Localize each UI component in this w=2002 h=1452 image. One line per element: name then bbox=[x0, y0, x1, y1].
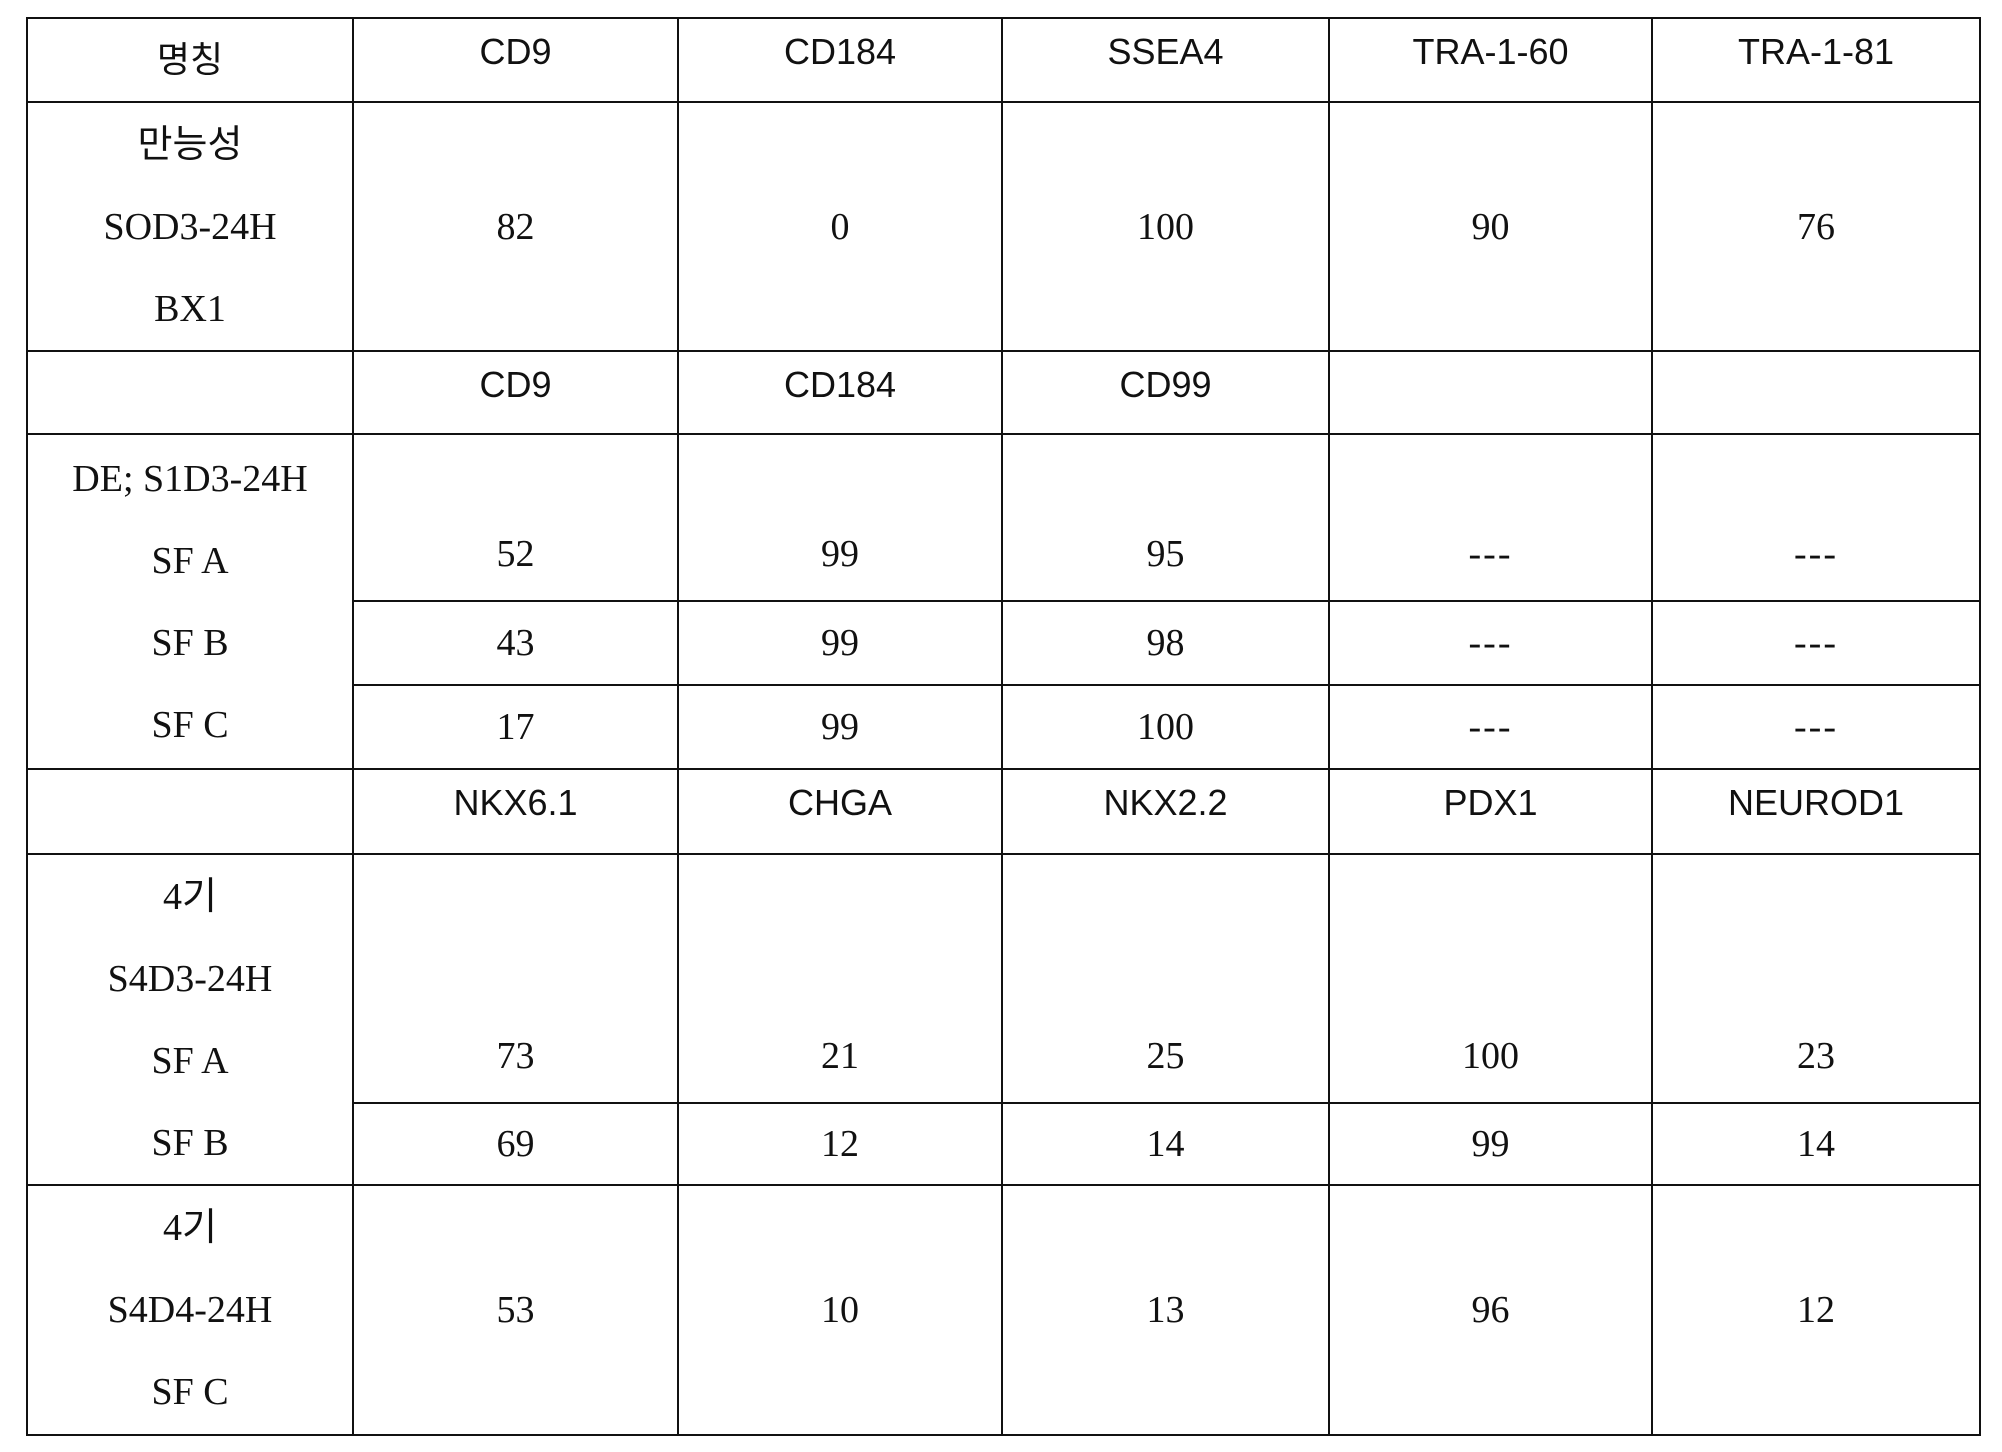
table-row: 4기 S4D3-24H SF A SF B 73 21 25 100 23 bbox=[27, 854, 1980, 1103]
value-cell: 99 bbox=[678, 434, 1002, 601]
header-cell: NKX2.2 bbox=[1002, 769, 1329, 854]
table-row: 만능성 SOD3-24H BX1 82 0 100 90 76 bbox=[27, 102, 1980, 351]
value-cell: 21 bbox=[678, 854, 1002, 1103]
header-cell: CHGA bbox=[678, 769, 1002, 854]
row-label: DE; S1D3-24H SF A SF B SF C bbox=[27, 434, 353, 769]
header-cell: CD184 bbox=[678, 351, 1002, 434]
label-line: 만능성 bbox=[28, 104, 352, 186]
value-cell: 13 bbox=[1002, 1185, 1329, 1435]
label-line: SF A bbox=[28, 1020, 352, 1102]
value-cell: 73 bbox=[353, 854, 678, 1103]
header-cell: CD9 bbox=[353, 18, 678, 102]
value-cell: --- bbox=[1329, 434, 1652, 601]
value-cell: 0 bbox=[678, 102, 1002, 351]
value-cell: 90 bbox=[1329, 102, 1652, 351]
value-cell: 100 bbox=[1329, 854, 1652, 1103]
value-cell: 82 bbox=[353, 102, 678, 351]
value-cell: 99 bbox=[1329, 1103, 1652, 1185]
row-label: 4기 S4D4-24H SF C bbox=[27, 1185, 353, 1435]
value-cell: 12 bbox=[1652, 1185, 1980, 1435]
label-line: S4D4-24H bbox=[28, 1269, 352, 1351]
value-cell: 53 bbox=[353, 1185, 678, 1435]
value-cell: 14 bbox=[1652, 1103, 1980, 1185]
value-cell: 99 bbox=[678, 601, 1002, 685]
label-line: BX1 bbox=[28, 268, 352, 350]
value-cell: 100 bbox=[1002, 102, 1329, 351]
value-cell: 17 bbox=[353, 685, 678, 769]
value-cell: 100 bbox=[1002, 685, 1329, 769]
value-cell: 14 bbox=[1002, 1103, 1329, 1185]
label-line: 4기 bbox=[28, 1187, 352, 1269]
marker-table: 명칭 CD9 CD184 SSEA4 TRA-1-60 TRA-1-81 만능성… bbox=[26, 17, 1981, 1436]
label-line: SF A bbox=[28, 520, 352, 602]
table-row: 4기 S4D4-24H SF C 53 10 13 96 12 bbox=[27, 1185, 1980, 1435]
value-cell: --- bbox=[1652, 434, 1980, 601]
label-line: DE; S1D3-24H bbox=[28, 438, 352, 520]
value-cell: --- bbox=[1329, 685, 1652, 769]
label-line: SF B bbox=[28, 602, 352, 684]
header-cell: SSEA4 bbox=[1002, 18, 1329, 102]
header-row: NKX6.1 CHGA NKX2.2 PDX1 NEUROD1 bbox=[27, 769, 1980, 854]
value-cell: 98 bbox=[1002, 601, 1329, 685]
label-line: S4D3-24H bbox=[28, 938, 352, 1020]
value-cell: 23 bbox=[1652, 854, 1980, 1103]
header-cell: CD99 bbox=[1002, 351, 1329, 434]
row-label: 4기 S4D3-24H SF A SF B bbox=[27, 854, 353, 1185]
value-cell: 69 bbox=[353, 1103, 678, 1185]
header-cell: NKX6.1 bbox=[353, 769, 678, 854]
header-cell bbox=[1652, 351, 1980, 434]
table-row: DE; S1D3-24H SF A SF B SF C 52 99 95 ---… bbox=[27, 434, 1980, 601]
header-row: CD9 CD184 CD99 bbox=[27, 351, 1980, 434]
header-cell bbox=[1329, 351, 1652, 434]
value-cell: 76 bbox=[1652, 102, 1980, 351]
value-cell: 95 bbox=[1002, 434, 1329, 601]
header-cell: TRA-1-60 bbox=[1329, 18, 1652, 102]
label-line: SF C bbox=[28, 684, 352, 766]
header-cell bbox=[27, 351, 353, 434]
header-cell: PDX1 bbox=[1329, 769, 1652, 854]
value-cell: 25 bbox=[1002, 854, 1329, 1103]
value-cell: --- bbox=[1652, 685, 1980, 769]
value-cell: 43 bbox=[353, 601, 678, 685]
header-row: 명칭 CD9 CD184 SSEA4 TRA-1-60 TRA-1-81 bbox=[27, 18, 1980, 102]
value-cell: --- bbox=[1329, 601, 1652, 685]
label-line: 4기 bbox=[28, 856, 352, 938]
label-line: SOD3-24H bbox=[28, 186, 352, 268]
header-cell: TRA-1-81 bbox=[1652, 18, 1980, 102]
value-cell: 99 bbox=[678, 685, 1002, 769]
header-cell: CD9 bbox=[353, 351, 678, 434]
value-cell: 52 bbox=[353, 434, 678, 601]
label-line: SF C bbox=[28, 1351, 352, 1433]
header-cell: CD184 bbox=[678, 18, 1002, 102]
value-cell: 12 bbox=[678, 1103, 1002, 1185]
label-line: SF B bbox=[28, 1102, 352, 1184]
header-cell bbox=[27, 769, 353, 854]
header-cell: 명칭 bbox=[27, 18, 353, 102]
value-cell: --- bbox=[1652, 601, 1980, 685]
row-label: 만능성 SOD3-24H BX1 bbox=[27, 102, 353, 351]
header-cell: NEUROD1 bbox=[1652, 769, 1980, 854]
value-cell: 10 bbox=[678, 1185, 1002, 1435]
value-cell: 96 bbox=[1329, 1185, 1652, 1435]
